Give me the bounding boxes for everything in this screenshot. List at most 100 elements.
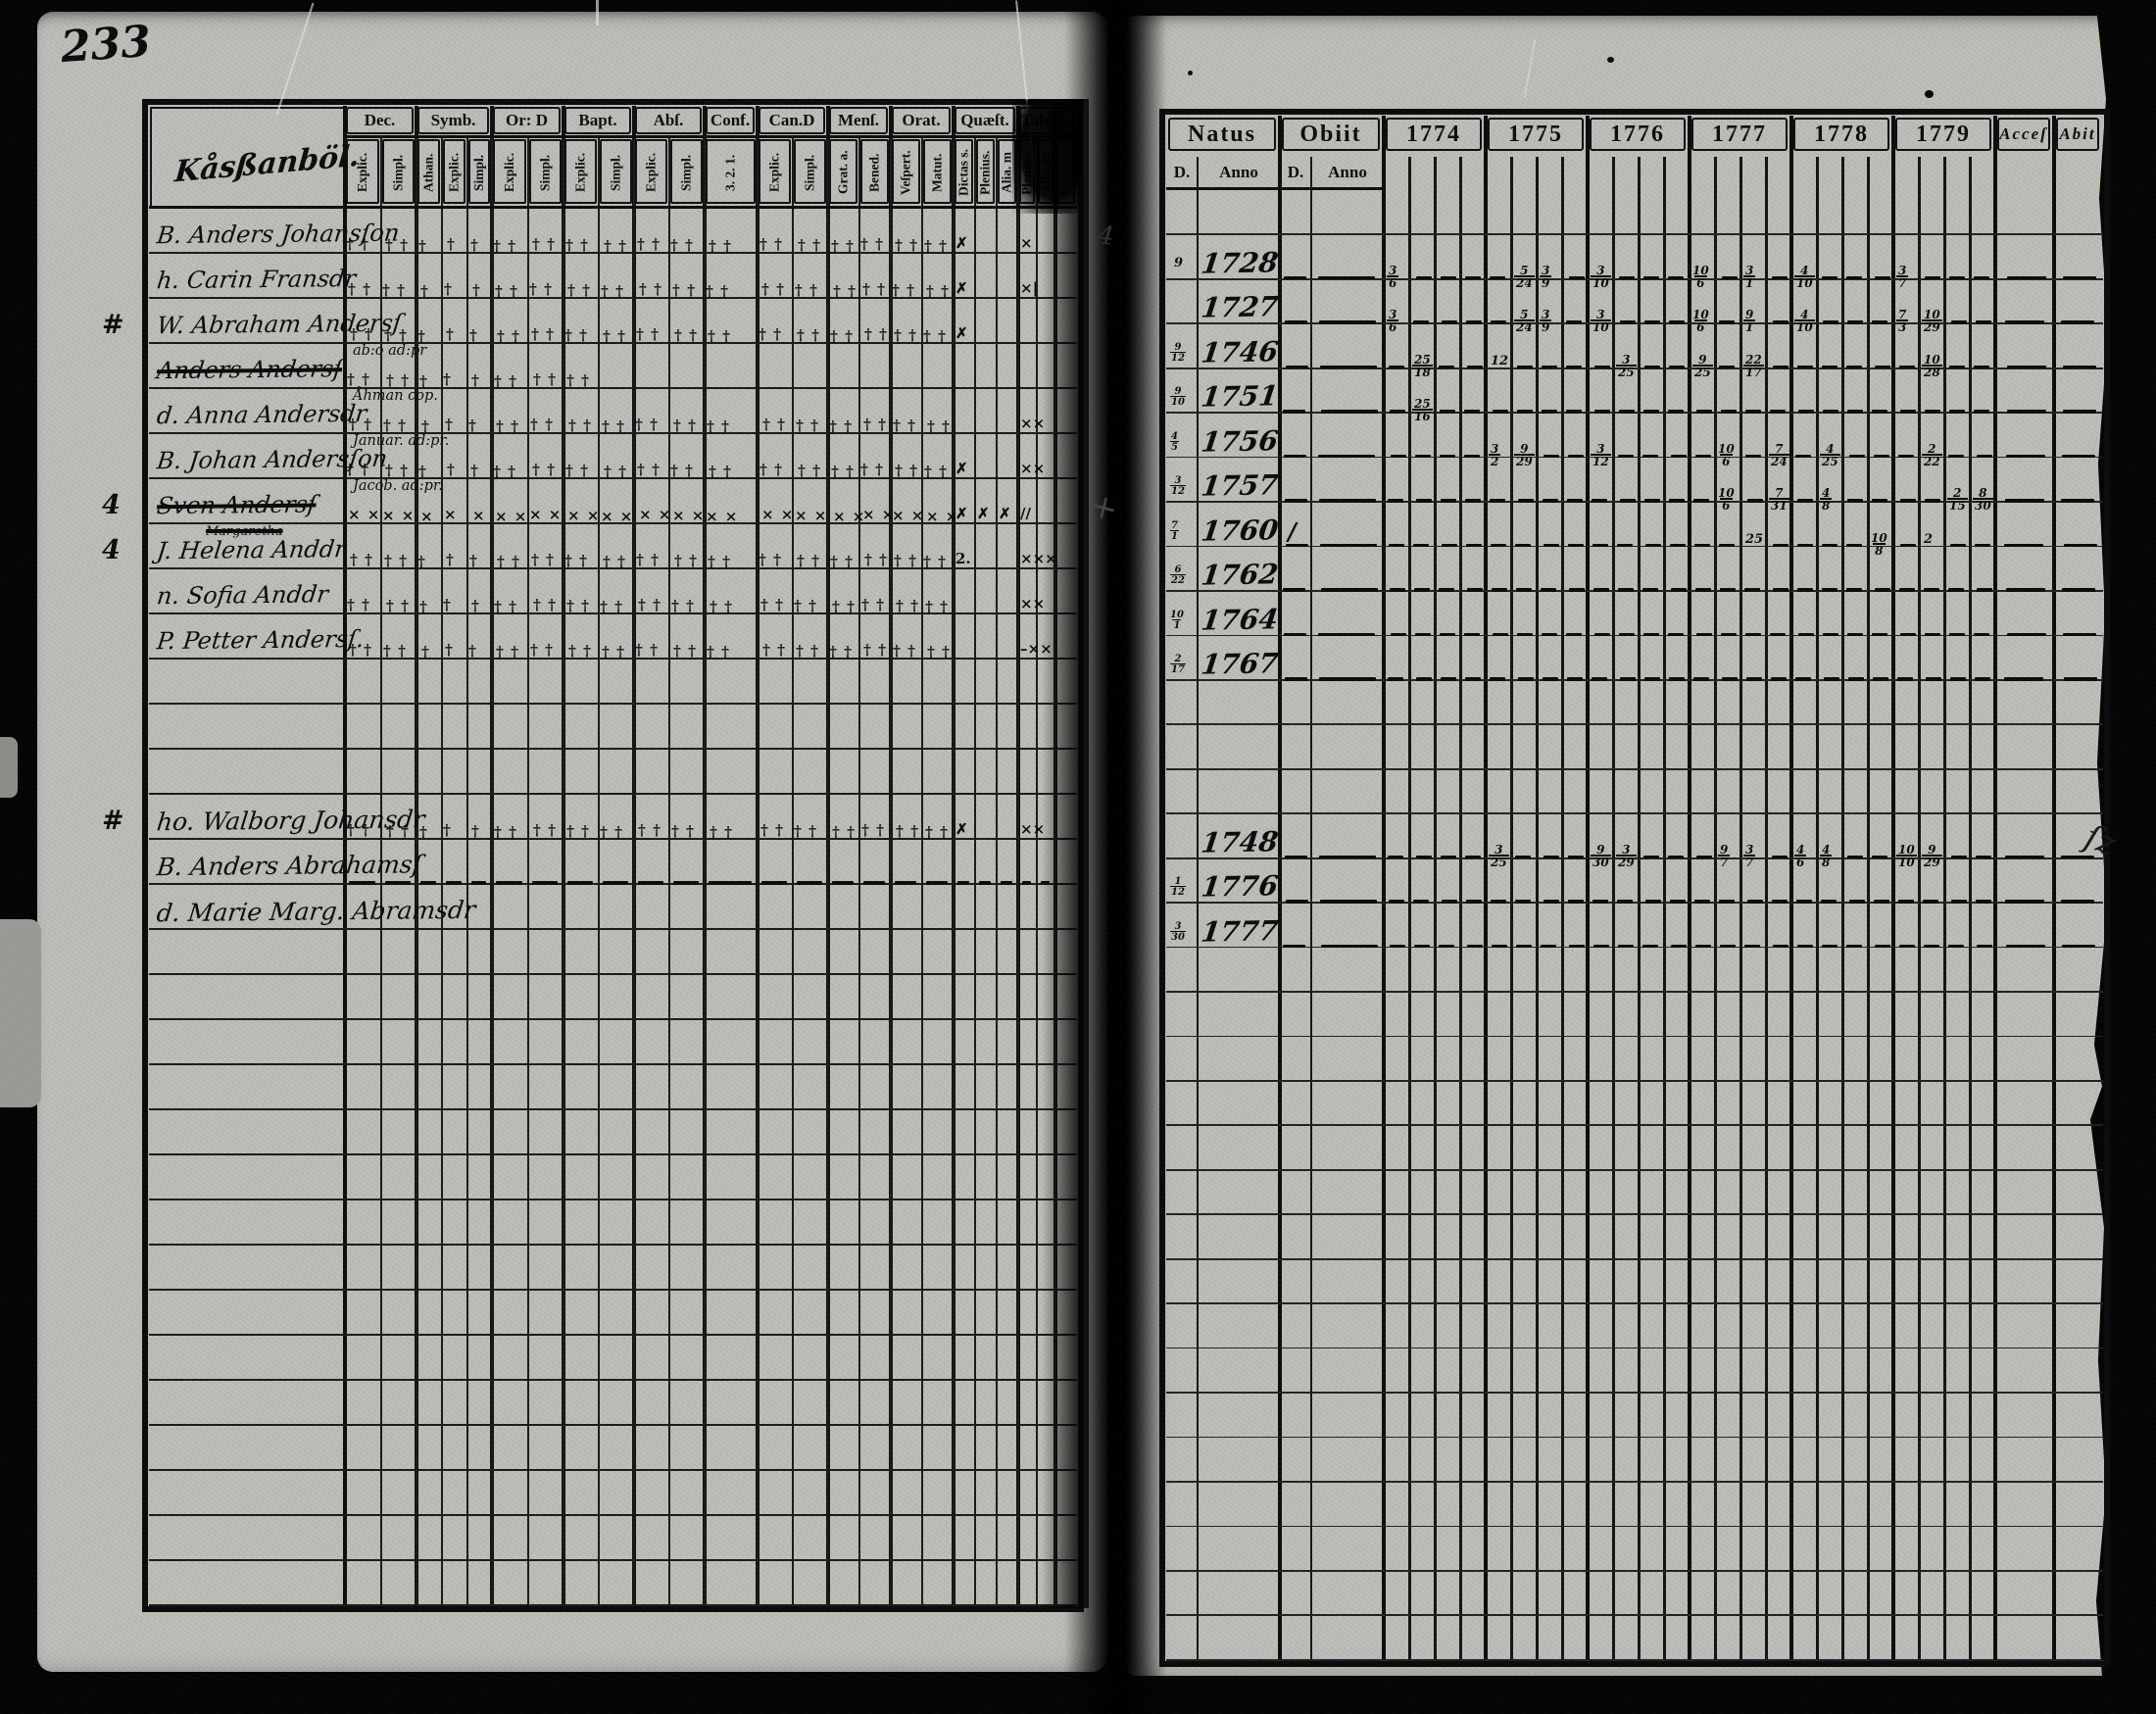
tally-mark: ×× [1020, 820, 1046, 838]
cross-mark: † † [348, 280, 371, 298]
cross-mark: † [421, 643, 430, 661]
dash-mark [1849, 900, 1865, 904]
abit-header: Abit [2056, 118, 2099, 151]
dash-mark [1645, 543, 1661, 548]
subcolumn-separator [466, 137, 468, 1605]
subheader-anno: Anno [1219, 163, 1258, 181]
row-rule [1166, 277, 2103, 280]
dash-mark [1416, 499, 1432, 503]
frac-num: 8 [1979, 486, 1987, 501]
dash-mark [1847, 320, 1863, 324]
row-rule [1166, 812, 2103, 815]
subcolumn-separator [1036, 137, 1038, 1605]
subcolumn-separator [921, 137, 923, 1605]
cross-mark: † † [384, 326, 408, 344]
cross-mark: † † [638, 821, 662, 839]
frac-num: 10 [1718, 441, 1735, 456]
dash-mark [1823, 320, 1838, 324]
cross-mark: † † [346, 235, 369, 253]
communion-date: 2 22 [1922, 441, 1942, 467]
dash-mark [1977, 588, 1992, 592]
communion-date: 10 6 [1692, 309, 1709, 335]
frac-den: 6 [1694, 319, 1707, 335]
frac-num: 10 [1898, 842, 1915, 857]
dash-mark [2061, 855, 2094, 859]
frac-num: 2 [1928, 441, 1936, 456]
cross-mark: † † [635, 641, 659, 659]
frac-num: 4 [1800, 263, 1809, 277]
frac-den: 25 [1692, 364, 1713, 379]
subcolumn-separator [974, 137, 976, 1605]
column-header-men: Menſ. [829, 107, 888, 134]
dash-mark [1899, 588, 1915, 592]
frac-num: 9 [1520, 441, 1529, 456]
cross-mark: × × [795, 507, 828, 524]
row-rule [1166, 1257, 2103, 1260]
dash-mark [1414, 944, 1430, 949]
dash-mark [832, 881, 854, 885]
column-separator [1586, 116, 1590, 1660]
cross-mark: † † [760, 821, 784, 839]
frac-num: 3 [1596, 308, 1605, 322]
cross-mark: † † [604, 237, 627, 255]
row-rule [149, 1334, 1077, 1336]
row-rule [149, 1063, 1077, 1065]
dash-mark [1492, 588, 1507, 592]
cross-mark: † [446, 325, 455, 343]
row-rule [149, 432, 1077, 434]
cross-mark: † † [671, 822, 695, 840]
dash-mark [673, 881, 699, 885]
cross-mark: † [419, 598, 428, 615]
cross-mark: † † [796, 416, 819, 434]
dash-mark [1976, 320, 1991, 324]
dash-mark [1542, 365, 1557, 369]
subcolumn-separator [996, 137, 998, 1605]
dash-mark [349, 881, 375, 885]
name-entry: B. Anders Johansſon [155, 219, 402, 250]
row-rule [1166, 1392, 2103, 1394]
subcolumn-header-label: Simpl. [802, 154, 817, 191]
dash-mark [1388, 499, 1403, 503]
dash-mark [1695, 454, 1711, 459]
row-rule [1166, 1525, 2103, 1528]
subcolumn-separator [441, 137, 443, 1605]
dash-mark [863, 881, 885, 885]
dash-mark [1875, 944, 1890, 949]
communion-date: 3 25 [1489, 844, 1509, 868]
frac-den: 22 [1170, 574, 1186, 587]
ink-speck [1925, 90, 1934, 98]
subcolumn-header: Matut. [923, 139, 952, 204]
cross-mark: † † [863, 641, 887, 659]
dash-mark [1950, 676, 1966, 681]
frac-num: 3 [1745, 263, 1754, 277]
dash-mark [1568, 543, 1584, 548]
cross-mark: † † [530, 416, 554, 433]
dash-mark [1319, 499, 1376, 503]
dash-mark [1948, 454, 1964, 459]
dash-mark [1568, 855, 1584, 859]
column-header-bapt: Bapt. [564, 107, 631, 134]
dash-mark [1285, 855, 1307, 859]
frac-num: 2 [1174, 653, 1182, 664]
dash-mark [1798, 410, 1814, 414]
dash-mark [1797, 543, 1813, 548]
dash-mark [1668, 410, 1684, 414]
dash-mark [1975, 676, 1990, 681]
cross-mark: † † [531, 325, 555, 343]
cross-mark: † † [532, 461, 556, 478]
subcolumn-header-label: Simpl. [390, 154, 406, 191]
cross-mark: † † [603, 327, 626, 345]
communion-date: 5 24 [1514, 265, 1535, 289]
dash-mark [1926, 676, 1941, 681]
cross-mark: † † [894, 552, 917, 569]
dash-mark [1492, 944, 1507, 949]
dash-mark [1617, 543, 1633, 548]
subcolumn-header-label: Bened. [866, 153, 882, 192]
cross-mark: × × [672, 507, 706, 524]
dash-mark [1772, 900, 1788, 904]
dash-mark [1592, 900, 1608, 904]
cross-mark: × [472, 507, 486, 524]
margin-mark: # [102, 310, 124, 340]
dash-mark [1772, 855, 1788, 859]
